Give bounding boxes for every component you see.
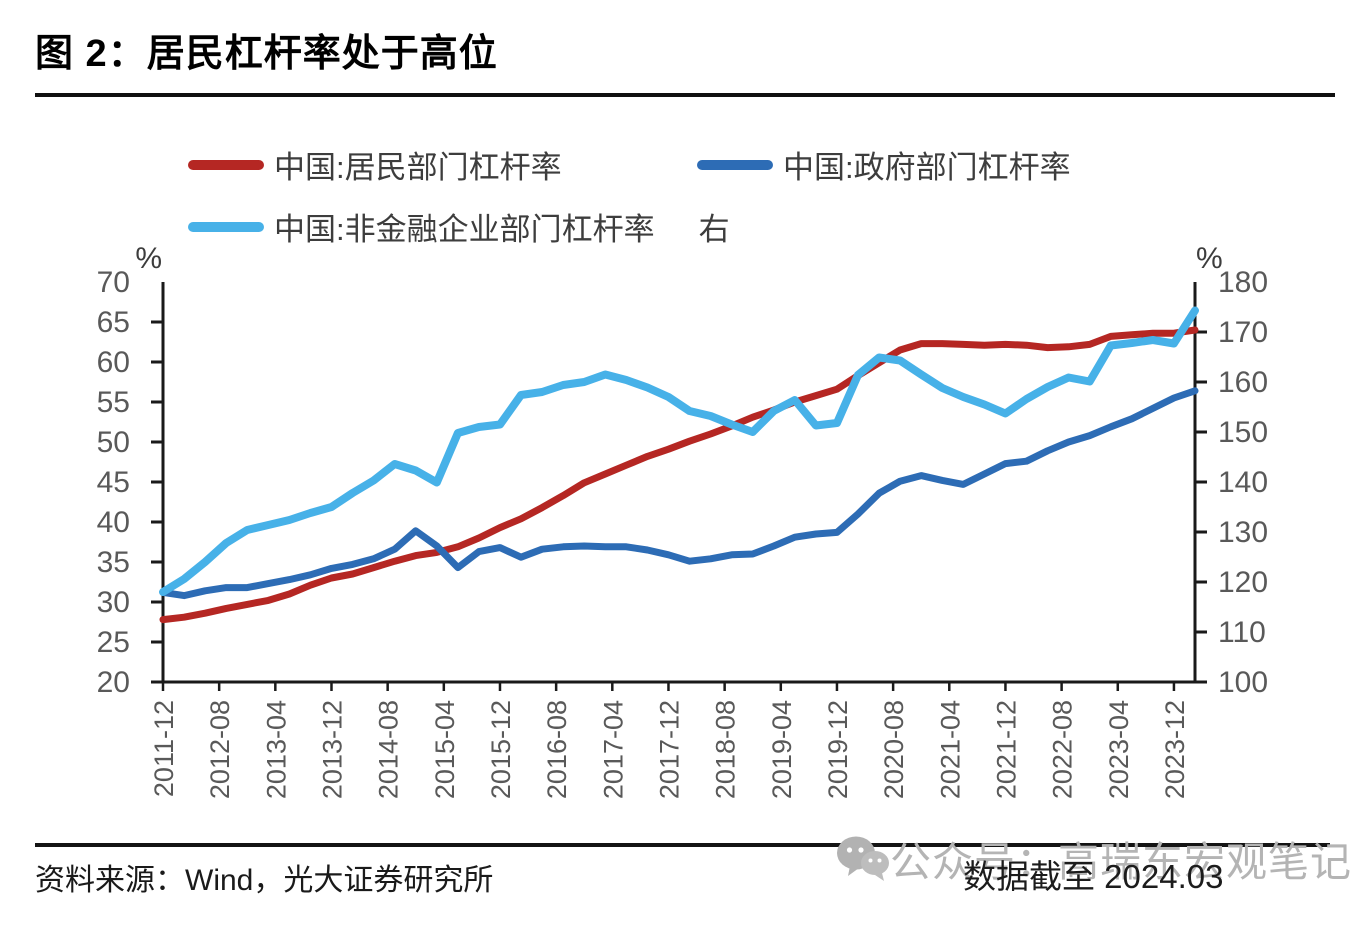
right-axis-tick-label: 170 bbox=[1218, 316, 1268, 349]
data-cutoff-note: 数据截至 2024.03 bbox=[963, 858, 1224, 895]
series-line-1 bbox=[159, 387, 1199, 600]
legend-item-nfc: 中国:非金融企业部门杠杆率 右 bbox=[188, 204, 730, 249]
x-axis-tick-label: 2019-04 bbox=[767, 700, 797, 799]
left-axis-tick-label: 70 bbox=[97, 266, 130, 299]
legend-item-government: 中国:政府部门杠杆率 bbox=[697, 142, 1071, 187]
x-axis-tick-label: 2015-04 bbox=[430, 700, 460, 799]
source-text: 资料来源：Wind，光大证券研究所 bbox=[35, 864, 494, 897]
x-axis-tick-label: 2022-08 bbox=[1048, 700, 1078, 799]
wechat-icon bbox=[837, 836, 889, 881]
right-axis-tick-label: 100 bbox=[1218, 666, 1268, 699]
left-axis-tick-label: 30 bbox=[97, 586, 130, 619]
right-axis-unit: % bbox=[1196, 242, 1223, 275]
x-axis-tick-label: 2019-12 bbox=[823, 700, 853, 799]
x-axis-tick-label: 2021-04 bbox=[935, 700, 965, 799]
legend-label-nfc: 中国:非金融企业部门杠杆率 bbox=[274, 212, 655, 247]
left-axis-tick-label: 55 bbox=[97, 386, 130, 419]
x-axis-tick-label: 2013-12 bbox=[317, 700, 347, 799]
title-divider bbox=[35, 93, 1335, 97]
footer-divider bbox=[35, 843, 1330, 847]
x-axis-tick-label: 2021-12 bbox=[991, 700, 1021, 799]
left-axis-tick-label: 20 bbox=[97, 666, 130, 699]
left-axis-tick-label: 45 bbox=[97, 466, 130, 499]
right-axis-tick-label: 130 bbox=[1218, 516, 1268, 549]
legend-label-household: 中国:居民部门杠杆率 bbox=[274, 150, 562, 185]
x-axis-tick-label: 2018-08 bbox=[711, 700, 741, 799]
right-axis-tick-label: 160 bbox=[1218, 366, 1268, 399]
legend-swatch-household bbox=[188, 159, 264, 170]
right-axis-tick-label: 140 bbox=[1218, 466, 1268, 499]
legend-label-government: 中国:政府部门杠杆率 bbox=[783, 150, 1071, 185]
x-axis-tick-label: 2016-08 bbox=[542, 700, 572, 799]
legend-swatch-government bbox=[697, 159, 773, 170]
series-line-2 bbox=[159, 306, 1199, 596]
right-axis-tick-label: 150 bbox=[1218, 416, 1268, 449]
right-axis-note: 右 bbox=[698, 212, 730, 247]
left-axis-unit: % bbox=[135, 242, 162, 275]
x-axis-tick-label: 2023-12 bbox=[1160, 700, 1190, 799]
x-axis-tick-label: 2017-04 bbox=[598, 700, 628, 799]
x-axis-tick-label: 2020-08 bbox=[879, 700, 909, 799]
watermark: 公众号：高瑞东宏观笔记 bbox=[836, 828, 1352, 888]
left-axis-tick-label: 50 bbox=[97, 426, 130, 459]
left-axis-tick-label: 40 bbox=[97, 506, 130, 539]
x-axis-tick-label: 2017-12 bbox=[654, 700, 684, 799]
x-axis-tick-label: 2011-12 bbox=[149, 700, 179, 797]
x-axis-tick-label: 2015-12 bbox=[486, 700, 516, 799]
legend-item-household: 中国:居民部门杠杆率 bbox=[188, 142, 562, 187]
series-line-0 bbox=[159, 326, 1199, 624]
x-axis-tick-label: 2014-08 bbox=[374, 700, 404, 799]
axes-frame bbox=[161, 282, 1197, 684]
x-axis-tick-label: 2013-04 bbox=[261, 700, 291, 799]
right-axis-tick-label: 180 bbox=[1218, 266, 1268, 299]
left-axis-tick-label: 35 bbox=[97, 546, 130, 579]
right-axis-tick-label: 110 bbox=[1218, 616, 1266, 649]
x-axis-tick-label: 2023-04 bbox=[1104, 700, 1134, 799]
left-axis-tick-label: 65 bbox=[97, 306, 130, 339]
left-axis-tick-label: 60 bbox=[97, 346, 130, 379]
watermark-text: 公众号：高瑞东宏观笔记 bbox=[890, 839, 1352, 885]
legend-swatch-nfc bbox=[188, 221, 264, 232]
page-title: 图 2：居民杠杆率处于高位 bbox=[35, 33, 498, 75]
left-axis-tick-label: 25 bbox=[97, 626, 130, 659]
right-axis-tick-label: 120 bbox=[1218, 566, 1268, 599]
x-axis-tick-label: 2012-08 bbox=[205, 700, 235, 799]
